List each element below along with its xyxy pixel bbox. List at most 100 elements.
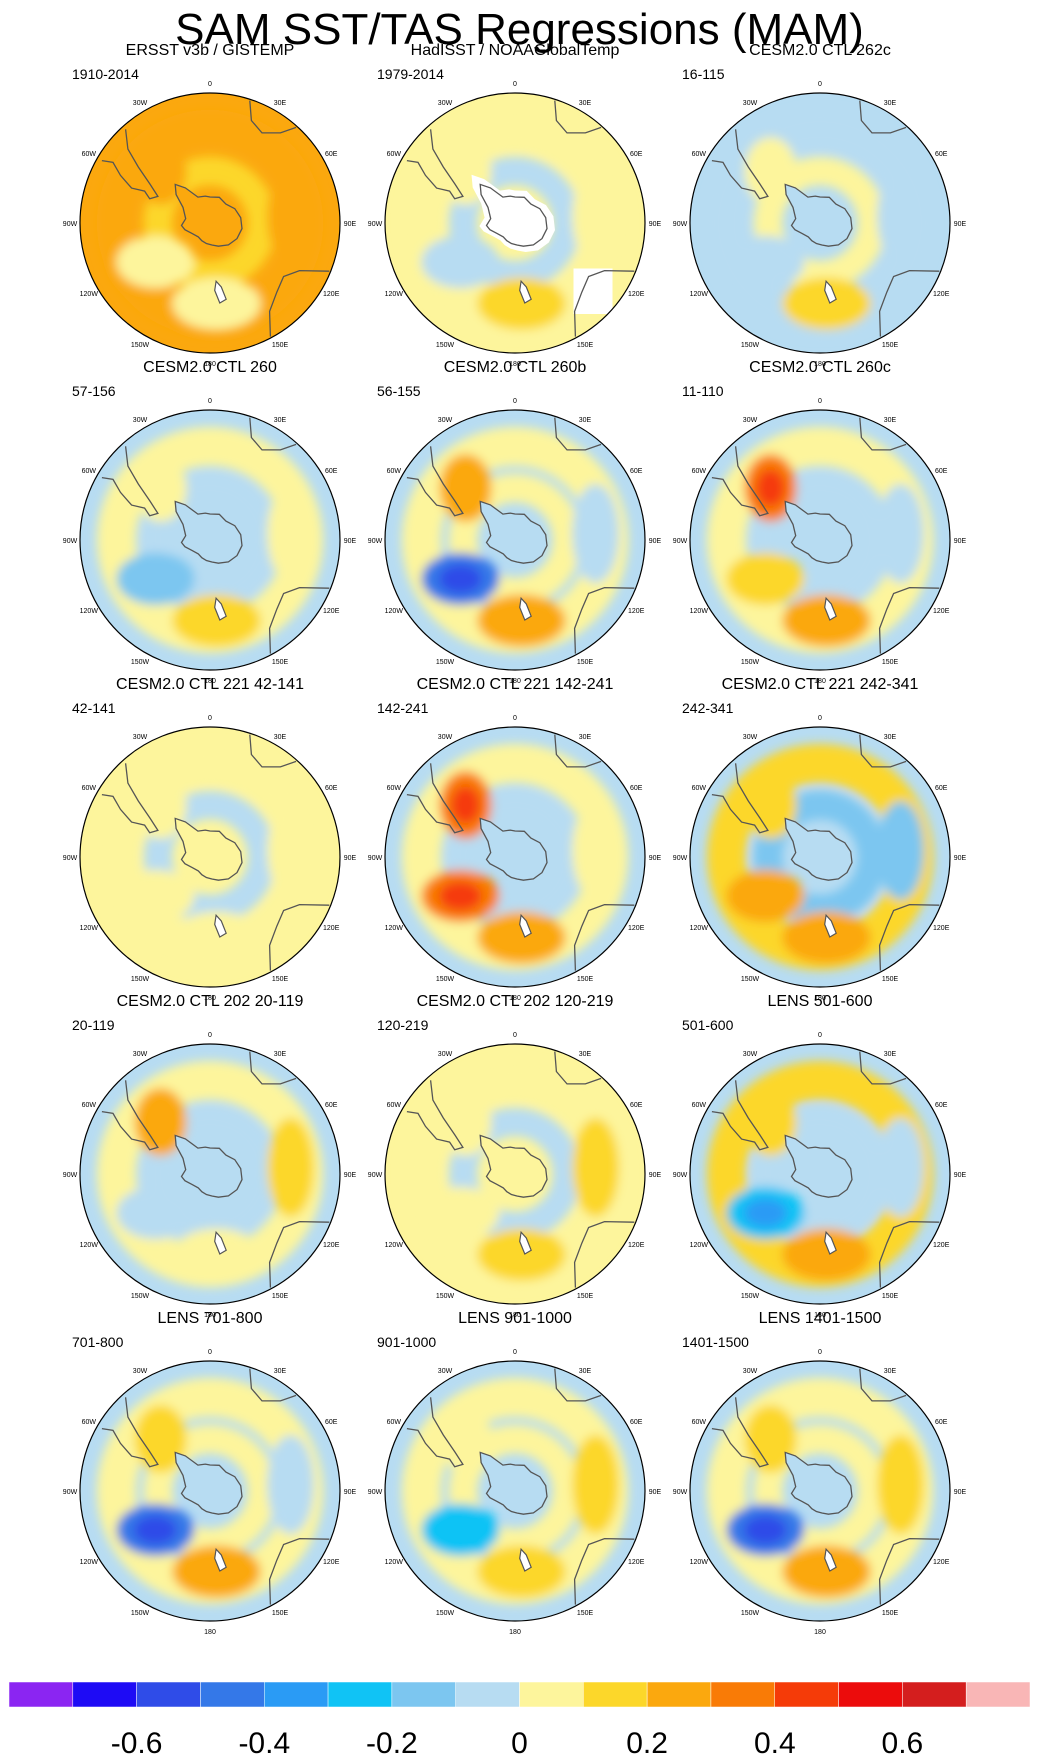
field-anomaly-blob <box>572 1435 619 1534</box>
field-anomaly-blob <box>477 277 566 330</box>
longitude-label: 0 <box>208 81 212 88</box>
field-anomaly-blob <box>726 870 805 922</box>
field-anomaly-blob <box>877 1118 924 1217</box>
longitude-label: 60E <box>935 151 948 158</box>
colorbar-swatch <box>200 1681 265 1708</box>
australia-coastline <box>268 586 330 654</box>
longitude-label: 60W <box>387 151 402 158</box>
south-america-coastline <box>711 129 769 200</box>
longitude-label: 150E <box>272 1293 289 1300</box>
longitude-label: 180 <box>204 678 216 685</box>
field-inner-ring <box>143 1424 277 1558</box>
longitude-label: 60E <box>325 1419 338 1426</box>
colorbar-swatch <box>264 1681 329 1708</box>
longitude-label: 180 <box>509 361 521 368</box>
field-inner-ring <box>448 790 582 924</box>
field-anomaly-blob <box>439 1088 492 1156</box>
longitude-label: 120W <box>80 925 99 932</box>
africa-coastline <box>554 1368 602 1402</box>
longitude-label: 30E <box>579 100 592 107</box>
longitude-label: 60W <box>82 1419 97 1426</box>
regression-field <box>385 93 645 353</box>
south-america-coastline <box>101 129 159 200</box>
longitude-label: 120W <box>80 1242 99 1249</box>
longitude-label: 120E <box>323 1559 340 1566</box>
longitude-label: 60E <box>630 785 643 792</box>
longitude-label: 30E <box>884 100 897 107</box>
regression-field <box>80 1361 340 1621</box>
longitude-label: 150W <box>741 659 760 666</box>
field-anomaly-blob <box>572 167 619 266</box>
longitude-label: 180 <box>509 995 521 1002</box>
longitude-label: 0 <box>513 1349 517 1356</box>
longitude-label: 180 <box>204 1312 216 1319</box>
south-america-coastline <box>406 129 464 200</box>
longitude-label: 30W <box>438 734 453 741</box>
regression-field <box>690 93 950 353</box>
longitude-label: 120E <box>628 291 645 298</box>
longitude-label: 120E <box>933 291 950 298</box>
new-zealand-coastline <box>824 596 837 621</box>
australia-coastline <box>878 903 940 971</box>
regression-field <box>690 1044 950 1304</box>
australia-coastline <box>573 1220 635 1288</box>
field-anomaly-blob <box>877 1435 924 1534</box>
longitude-label: 0 <box>818 398 822 405</box>
longitude-label: 30E <box>274 100 287 107</box>
colorbar: -0.6 -0.4 -0.2 0 0.2 0.4 0.6 <box>8 1681 1031 1760</box>
longitude-label: 90E <box>344 538 357 545</box>
longitude-label: 90W <box>673 538 688 545</box>
panel-title: LENS 901-1000 <box>458 1310 572 1327</box>
colorbar-swatch <box>72 1681 137 1708</box>
field-anomaly-blob <box>267 1435 314 1534</box>
longitude-label: 60E <box>325 785 338 792</box>
panel-title: LENS 1401-1500 <box>759 1310 882 1327</box>
regression-field <box>385 1044 645 1304</box>
map-border <box>689 409 951 671</box>
map-border <box>689 1043 951 1305</box>
longitude-label: 60W <box>692 1102 707 1109</box>
field-inner-ring <box>753 156 887 290</box>
new-zealand-coastline <box>519 596 532 621</box>
panel-title: CESM2.0 CTL 260 <box>143 359 277 376</box>
colorbar-tick-label: 0.6 <box>882 1727 924 1760</box>
map-panel: LENS 501-600 501-600 0 30E 60E 90E 120E 150E 180… <box>673 993 967 1319</box>
africa-coastline <box>859 417 907 451</box>
map-border <box>689 726 951 988</box>
longitude-label: 90W <box>673 1489 688 1496</box>
longitude-label: 150E <box>272 342 289 349</box>
longitude-label: 30E <box>884 1368 897 1375</box>
panel-title: CESM2.0 CTL 202 20-119 <box>117 993 304 1010</box>
field-anomaly-blob <box>744 1088 797 1156</box>
regression-field <box>690 1361 950 1621</box>
longitude-label: 60E <box>325 468 338 475</box>
longitude-label: 30W <box>743 417 758 424</box>
longitude-label: 90W <box>673 1172 688 1179</box>
longitude-label: 0 <box>513 715 517 722</box>
field-anomaly-blob <box>744 771 797 839</box>
longitude-label: 90W <box>63 221 78 228</box>
australia-coastline <box>268 1537 330 1605</box>
africa-coastline <box>554 1051 602 1085</box>
field-anomaly-blob <box>172 277 261 330</box>
longitude-label: 90E <box>649 855 662 862</box>
field-inner-ring <box>448 156 582 290</box>
longitude-label: 120E <box>628 1559 645 1566</box>
map-panel: LENS 901-1000 901-1000 0 30E 60E 90E 120E 150E 1… <box>368 1310 662 1636</box>
field-anomaly-blob <box>421 1187 500 1239</box>
longitude-label: 150W <box>131 976 150 983</box>
colorbar-tick-label: -0.2 <box>366 1727 418 1760</box>
longitude-label: 150W <box>436 342 455 349</box>
panel-title: CESM2.0 CTL 260c <box>749 359 891 376</box>
field-anomaly-blob <box>134 1088 187 1156</box>
longitude-label: 120W <box>690 608 709 615</box>
missing-data-mask <box>573 268 613 314</box>
longitude-label: 150W <box>436 1293 455 1300</box>
field-anomaly-blob <box>877 801 924 900</box>
longitude-label: 0 <box>818 81 822 88</box>
africa-coastline <box>859 1368 907 1402</box>
longitude-label: 60W <box>692 151 707 158</box>
longitude-label: 150W <box>436 1610 455 1617</box>
longitude-label: 30W <box>438 100 453 107</box>
africa-coastline <box>859 100 907 134</box>
